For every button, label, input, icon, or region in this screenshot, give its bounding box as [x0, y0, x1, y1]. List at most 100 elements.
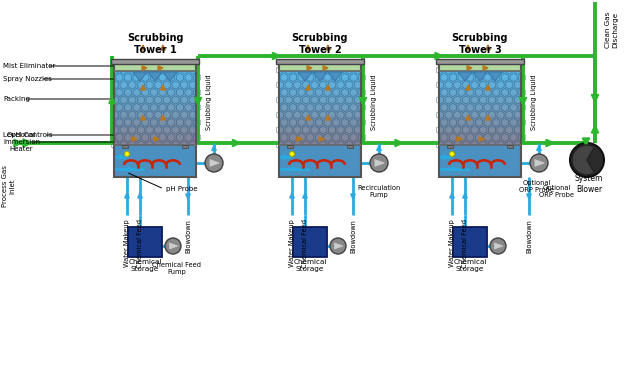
- Bar: [440, 140, 520, 142]
- Polygon shape: [486, 115, 490, 120]
- Polygon shape: [306, 115, 310, 120]
- Bar: [280, 88, 360, 91]
- Polygon shape: [148, 72, 162, 81]
- Bar: [115, 118, 195, 120]
- Text: Chemical
Storage: Chemical Storage: [294, 259, 327, 272]
- Polygon shape: [161, 45, 165, 50]
- Polygon shape: [292, 167, 297, 171]
- Polygon shape: [486, 45, 490, 50]
- Circle shape: [165, 238, 181, 254]
- Polygon shape: [535, 159, 544, 166]
- Text: Water Makeup: Water Makeup: [449, 219, 455, 267]
- Bar: [280, 101, 360, 103]
- Bar: [280, 108, 360, 111]
- Bar: [115, 123, 195, 125]
- Polygon shape: [335, 243, 343, 249]
- Polygon shape: [273, 53, 280, 60]
- Polygon shape: [395, 139, 403, 147]
- Text: Spray Nozzles: Spray Nozzles: [3, 76, 52, 82]
- Bar: [440, 86, 520, 88]
- Polygon shape: [435, 53, 443, 60]
- Polygon shape: [537, 145, 541, 151]
- Polygon shape: [582, 138, 590, 146]
- Polygon shape: [109, 97, 115, 104]
- Bar: [440, 111, 520, 113]
- Bar: [115, 101, 195, 103]
- Bar: [115, 88, 195, 91]
- Bar: [439, 62, 521, 177]
- Bar: [115, 71, 195, 74]
- Polygon shape: [326, 85, 330, 90]
- Text: Optional
ORP Probe: Optional ORP Probe: [519, 181, 554, 194]
- Bar: [280, 138, 360, 140]
- Circle shape: [570, 143, 604, 177]
- Polygon shape: [466, 115, 470, 120]
- Bar: [115, 76, 195, 78]
- Circle shape: [370, 154, 388, 172]
- Bar: [280, 125, 360, 128]
- Polygon shape: [161, 115, 165, 120]
- Bar: [115, 125, 195, 128]
- Polygon shape: [466, 85, 470, 90]
- Polygon shape: [546, 139, 554, 147]
- Bar: [115, 113, 195, 115]
- Text: Scrubbing
Tower 2: Scrubbing Tower 2: [292, 33, 348, 55]
- Text: Water Makeup: Water Makeup: [289, 219, 295, 267]
- Bar: [440, 78, 520, 81]
- Bar: [440, 133, 520, 135]
- Polygon shape: [326, 115, 330, 120]
- Polygon shape: [284, 155, 289, 159]
- Bar: [507, 145, 513, 148]
- Polygon shape: [375, 159, 384, 166]
- Bar: [115, 91, 195, 93]
- Bar: [440, 71, 520, 74]
- Bar: [293, 227, 327, 257]
- Circle shape: [490, 238, 506, 254]
- Bar: [280, 71, 360, 74]
- Bar: [115, 105, 195, 108]
- Text: Chemical Feed
Pump: Chemical Feed Pump: [152, 262, 202, 275]
- Circle shape: [205, 154, 223, 172]
- Bar: [115, 96, 195, 98]
- Bar: [115, 74, 195, 76]
- Polygon shape: [298, 72, 312, 81]
- Bar: [280, 142, 360, 145]
- Bar: [280, 83, 360, 86]
- Polygon shape: [527, 194, 531, 199]
- Wedge shape: [572, 145, 595, 175]
- Polygon shape: [163, 72, 177, 81]
- Text: Packing: Packing: [3, 96, 30, 102]
- Polygon shape: [297, 137, 302, 141]
- Bar: [440, 63, 520, 71]
- Polygon shape: [133, 72, 147, 81]
- Polygon shape: [319, 137, 324, 141]
- Polygon shape: [351, 194, 355, 199]
- Text: Scrubbing Liquid: Scrubbing Liquid: [206, 75, 212, 130]
- Bar: [280, 96, 360, 98]
- Text: Level Controls: Level Controls: [3, 132, 52, 138]
- Bar: [280, 91, 360, 93]
- Polygon shape: [14, 139, 22, 147]
- Bar: [280, 74, 360, 76]
- Bar: [111, 59, 199, 64]
- Polygon shape: [377, 145, 381, 151]
- Polygon shape: [592, 125, 598, 133]
- Polygon shape: [132, 137, 137, 141]
- Polygon shape: [212, 145, 216, 151]
- Text: Optional
Immersion
Heater: Optional Immersion Heater: [3, 132, 40, 152]
- Text: Blowdown: Blowdown: [185, 219, 191, 253]
- Bar: [440, 145, 520, 177]
- Bar: [115, 142, 195, 145]
- Circle shape: [125, 151, 130, 157]
- Bar: [440, 88, 520, 91]
- Bar: [440, 130, 520, 133]
- Polygon shape: [161, 85, 165, 90]
- Polygon shape: [232, 139, 241, 147]
- Bar: [280, 123, 360, 125]
- Text: Optional
ORP Probe: Optional ORP Probe: [539, 185, 574, 198]
- Text: Recirculation
Pump: Recirculation Pump: [357, 185, 401, 198]
- Text: Water Makeup: Water Makeup: [124, 219, 130, 267]
- Bar: [440, 118, 520, 120]
- Bar: [115, 115, 195, 118]
- Bar: [279, 62, 361, 177]
